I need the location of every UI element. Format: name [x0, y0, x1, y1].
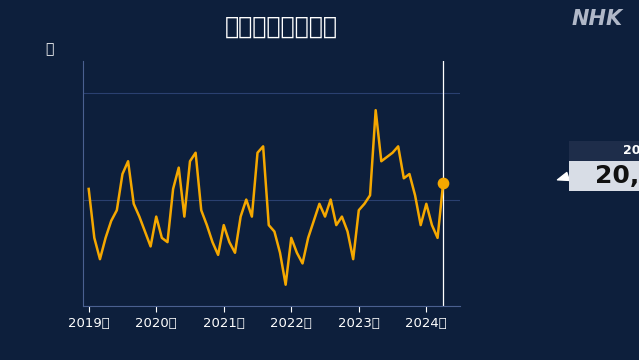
Text: 20,796: 20,796 [596, 164, 639, 188]
Text: 2024年4月: 2024年4月 [622, 144, 639, 157]
Text: 生活保護申請件数: 生活保護申請件数 [225, 14, 337, 39]
Point [438, 180, 449, 185]
Text: 件: 件 [45, 42, 54, 56]
Text: NHK: NHK [572, 9, 623, 29]
